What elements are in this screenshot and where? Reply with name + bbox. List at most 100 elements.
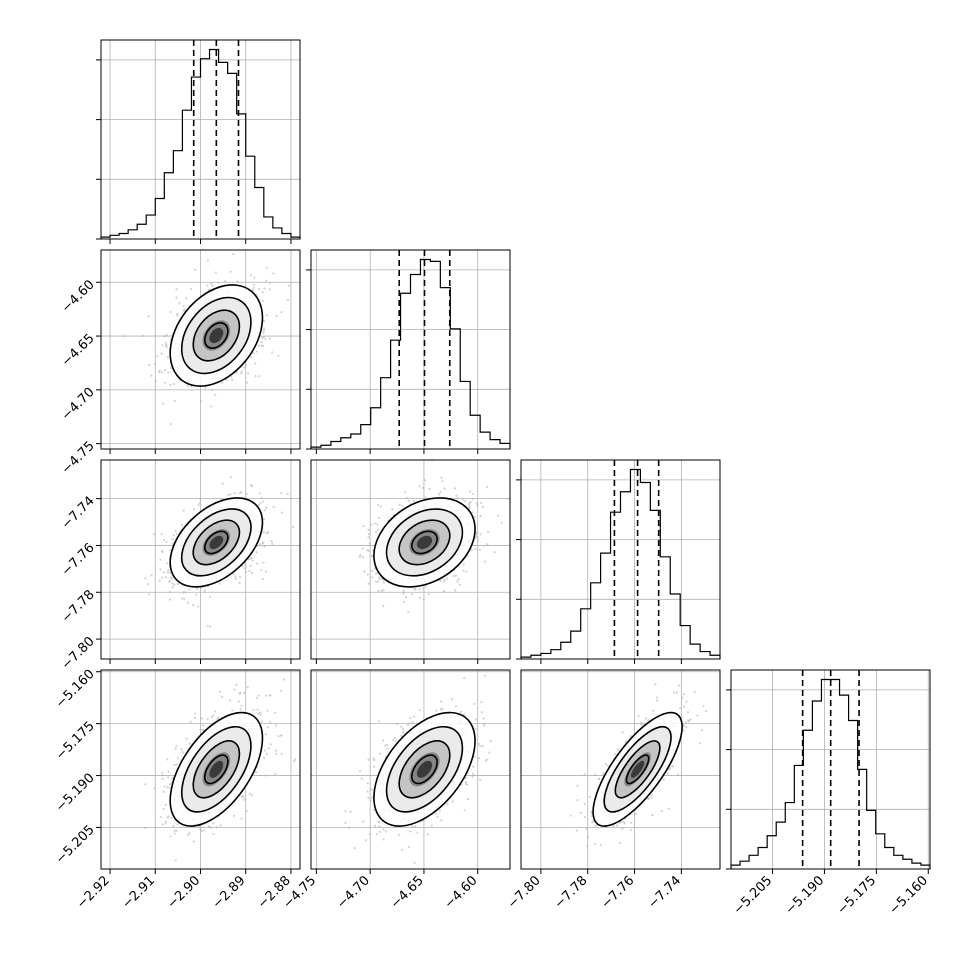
sample-point [193, 716, 197, 719]
sample-point [249, 483, 253, 486]
sample-point [144, 783, 147, 786]
scatter-panel-3-2 [520, 669, 721, 874]
sample-point [594, 824, 597, 827]
sample-point [243, 366, 246, 369]
sample-point [207, 288, 210, 291]
sample-point [382, 838, 385, 841]
sample-point [477, 757, 481, 760]
sample-point [480, 501, 483, 504]
sample-point [245, 810, 248, 813]
sample-point [238, 576, 242, 579]
sample-point [173, 399, 176, 403]
sample-point [293, 760, 296, 763]
sample-point [164, 803, 167, 807]
sample-point [472, 765, 475, 768]
sample-point [466, 797, 470, 801]
sample-point [590, 810, 593, 813]
sample-point [479, 745, 482, 748]
sample-point [214, 710, 217, 713]
sample-point [190, 287, 193, 291]
sample-point [243, 798, 246, 801]
sample-point [255, 350, 259, 353]
sample-point [371, 576, 374, 579]
sample-point [164, 822, 167, 825]
sample-point [252, 286, 255, 290]
sample-point [251, 793, 254, 797]
sample-point [478, 742, 481, 746]
sample-point [175, 745, 178, 748]
sample-point [148, 363, 151, 366]
sample-point [349, 810, 352, 813]
sample-point [211, 284, 214, 287]
sample-point [188, 832, 191, 835]
sample-point [175, 532, 178, 535]
sample-point [271, 542, 274, 545]
sample-point [274, 772, 277, 775]
sample-point [141, 334, 145, 338]
sample-point [146, 582, 149, 586]
sample-point [210, 282, 213, 285]
sample-point [257, 503, 260, 507]
sample-point [266, 709, 269, 712]
sample-point [479, 514, 482, 518]
sample-point [251, 289, 254, 292]
sample-point [422, 598, 425, 601]
sample-point [161, 344, 164, 347]
sample-point [159, 558, 162, 561]
panel-frame [310, 669, 511, 870]
sample-point [264, 733, 267, 736]
sample-point [185, 737, 188, 740]
contour-1 [398, 519, 451, 566]
sample-point [201, 830, 204, 833]
sample-point [466, 783, 469, 786]
sample-point [254, 375, 257, 378]
sample-point [368, 542, 371, 545]
sample-point [650, 796, 654, 799]
sample-point [171, 586, 174, 589]
sample-point [262, 530, 265, 534]
sample-point [575, 829, 578, 832]
sample-point [476, 504, 479, 507]
sample-point [262, 320, 265, 323]
sample-point [264, 570, 267, 573]
sample-point [164, 576, 168, 579]
histogram-step [520, 468, 721, 659]
sample-point [370, 554, 374, 557]
sample-point [238, 581, 241, 584]
sample-point [229, 270, 232, 273]
sample-point [212, 832, 215, 835]
sample-point [358, 770, 362, 773]
sample-point [265, 506, 268, 509]
sample-point [464, 776, 468, 779]
sample-point [662, 778, 666, 781]
sample-point [163, 369, 167, 372]
sample-point [476, 535, 479, 538]
sample-point [185, 297, 188, 300]
sample-point [260, 496, 263, 500]
sample-point [204, 386, 207, 389]
sample-point [196, 587, 199, 590]
sample-point [280, 311, 283, 314]
sample-point [167, 371, 170, 374]
sample-point [439, 700, 443, 703]
sample-point [262, 331, 265, 335]
sample-point [175, 829, 178, 832]
sample-point [160, 371, 164, 374]
sample-point [260, 720, 264, 723]
sample-point [167, 776, 170, 779]
sample-point [442, 589, 446, 593]
sample-point [435, 709, 438, 712]
sample-point [428, 487, 431, 490]
sample-point [604, 762, 608, 765]
sample-point [219, 824, 222, 827]
sample-point [144, 577, 147, 580]
sample-point [483, 724, 486, 727]
sample-point [294, 758, 297, 761]
contour-2 [385, 508, 464, 577]
sample-point [188, 742, 191, 745]
sample-point [152, 532, 156, 536]
sample-point [163, 785, 166, 788]
sample-point [170, 816, 173, 819]
sample-point [180, 523, 183, 527]
sample-point [457, 578, 460, 581]
